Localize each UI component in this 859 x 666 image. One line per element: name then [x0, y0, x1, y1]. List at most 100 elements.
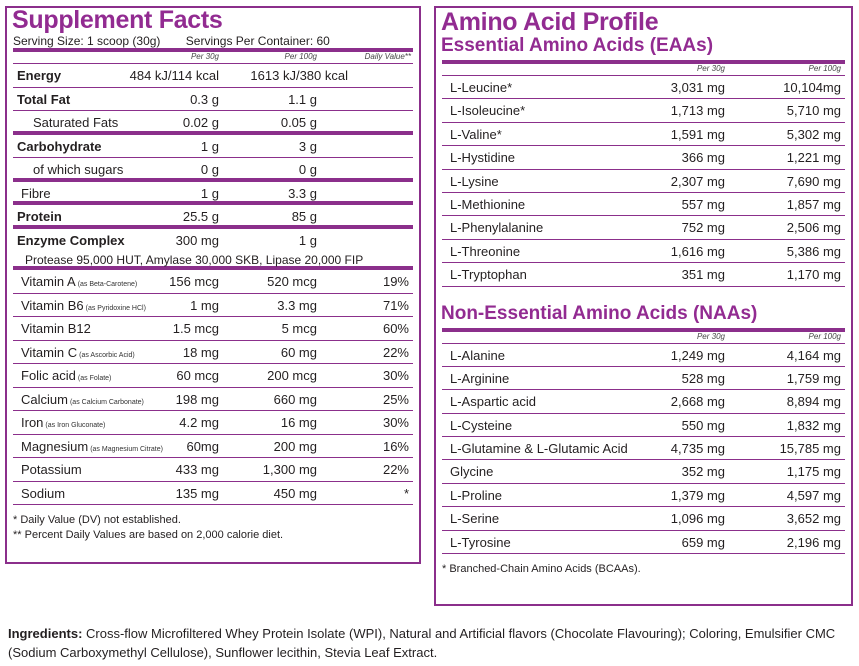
- vitamin-label: Sodium: [21, 486, 65, 501]
- col-per100: Per 100g: [808, 64, 841, 73]
- amino-row: L-Valine* 1,591 mg 5,302 mg: [442, 123, 845, 147]
- nutrient-per100: 0.05 g: [280, 115, 317, 130]
- vitamin-per30: 60mg: [186, 438, 219, 454]
- thick-rule: [13, 48, 413, 52]
- vitamin-per30: 4.2 mg: [179, 415, 219, 430]
- nutrient-per100: 3 g: [298, 138, 317, 154]
- amino-per100: 1,175 mg: [786, 464, 841, 480]
- vitamin-source-note: (as Calcium Carbonate): [69, 398, 144, 406]
- nutrient-label: Carbohydrate: [17, 138, 102, 154]
- vitamin-source-note: (as Beta-Carotene): [77, 281, 138, 288]
- col-per30: Per 30g: [696, 331, 725, 341]
- amino-per100: 5,302 mg: [786, 126, 841, 142]
- vitamin-dv: 25%: [382, 391, 409, 407]
- vitamin-per30: 18 mg: [182, 344, 219, 360]
- nutrient-per30: 1 g: [200, 138, 219, 154]
- supplement-facts-title: Supplement Facts: [12, 6, 223, 34]
- vitamin-dv: 30%: [382, 368, 409, 383]
- nutrient-per100: 85 g: [291, 209, 317, 224]
- amino-label: L-Isoleucine*: [450, 103, 526, 119]
- vitamin-name: Calcium: [21, 391, 68, 407]
- amino-label: L-Aspartic acid: [450, 394, 536, 410]
- amino-per30: 1,096 mg: [670, 511, 725, 527]
- vitamin-per30: 135 mg: [175, 485, 219, 501]
- energy-label: Energy: [17, 68, 62, 83]
- amino-per100: 15,785 mg: [779, 441, 841, 457]
- amino-per100: 1,170 mg: [786, 267, 841, 283]
- ingredients-label: Ingredients:: [8, 626, 83, 641]
- serving-info: Serving Size: 1 scoop (30g) Servings Per…: [7, 34, 419, 48]
- vitamin-name: Folic acid: [21, 368, 76, 383]
- amino-per30: 557 mg: [681, 196, 725, 212]
- amino-per30: 366 mg: [681, 150, 725, 166]
- amino-row: Glycine 352 mg 1,175 mg: [442, 460, 845, 484]
- enzyme-per100: 1 g: [298, 232, 317, 248]
- vitamin-per100: 16 mg: [280, 415, 317, 430]
- amino-row: L-Alanine 1,249 mg 4,164 mg: [442, 344, 845, 367]
- nutrient-per30: 1 g: [200, 185, 219, 201]
- vitamin-name: Potassium: [21, 462, 82, 477]
- vitamin-per100: 1,300 mg: [262, 462, 317, 477]
- amino-per30: 1,249 mg: [670, 347, 725, 363]
- amino-per30: 3,031 mg: [670, 80, 725, 95]
- vitamin-row: Iron (as Iron Gluconate) 4.2 mg 16 mg 30%: [13, 411, 413, 435]
- amino-per100: 2,506 mg: [786, 220, 841, 236]
- vitamin-dv: 16%: [382, 438, 409, 454]
- amino-per30: 1,713 mg: [670, 103, 725, 119]
- amino-per100: 5,386 mg: [786, 243, 841, 259]
- amino-per30: 528 mg: [681, 370, 725, 386]
- amino-per100: 1,221 mg: [786, 150, 841, 166]
- vitamin-per30: 433 mg: [175, 462, 219, 477]
- vitamin-per30: 156 mcg: [169, 274, 219, 289]
- vitamin-source-note: (as Iron Gluconate): [45, 422, 106, 429]
- thick-rule: [442, 60, 845, 64]
- enzyme-label: Enzyme Complex: [17, 232, 125, 248]
- nutrient-row: of which sugars 0 g 0 g: [13, 158, 413, 182]
- vitamin-per100: 520 mcg: [267, 274, 317, 289]
- nutrient-per30: 0 g: [200, 162, 219, 177]
- vitamin-dv: 60%: [382, 321, 409, 336]
- amino-row: L-Proline 1,379 mg 4,597 mg: [442, 484, 845, 508]
- vitamin-row: Potassium 433 mg 1,300 mg 22%: [13, 458, 413, 482]
- eaa-column-headers: Per 30g Per 100g: [442, 64, 845, 76]
- enzyme-detail: Protease 95,000 HUT, Amylase 30,000 SKB,…: [25, 253, 364, 267]
- amino-per30: 2,668 mg: [670, 394, 725, 410]
- amino-per30: 752 mg: [681, 220, 725, 236]
- vitamin-dv: *: [403, 485, 409, 501]
- vitamin-per30: 1 mg: [190, 297, 219, 313]
- energy-per100: 1613 kJ/380 kcal: [250, 68, 348, 83]
- thick-rule: [442, 327, 845, 332]
- col-per100: Per 100g: [284, 52, 317, 61]
- nutrient-row: Saturated Fats 0.02 g 0.05 g: [13, 111, 413, 135]
- vitamin-source-note: (as Pyridoxine HCl): [85, 304, 146, 312]
- amino-label: L-Arginine: [450, 370, 510, 386]
- col-per100: Per 100g: [808, 331, 841, 341]
- vitamin-per100: 660 mg: [273, 391, 317, 407]
- amino-row: L-Aspartic acid 2,668 mg 8,894 mg: [442, 390, 845, 414]
- amino-profile-title: Amino Acid Profile: [441, 8, 659, 36]
- amino-label: L-Alanine: [450, 347, 505, 363]
- amino-per30: 2,307 mg: [670, 173, 725, 189]
- amino-row: L-Glutamine & L-Glutamic Acid 4,735 mg 15,…: [442, 437, 845, 461]
- vitamin-row: Sodium 135 mg 450 mg *: [13, 482, 413, 505]
- amino-per30: 1,379 mg: [670, 487, 725, 503]
- footnote-calorie: ** Percent Daily Values are based on 2,0…: [13, 529, 284, 541]
- amino-per100: 3,652 mg: [786, 511, 841, 527]
- vitamin-label: Calcium (as Calcium Carbonate): [21, 392, 144, 407]
- naa-column-headers: Per 30g Per 100g: [442, 332, 845, 344]
- energy-per30: 484 kJ/114 kcal: [129, 68, 219, 83]
- vitamin-per30: 198 mg: [175, 391, 219, 407]
- nutrient-row: Protein 25.5 g 85 g: [13, 205, 413, 229]
- amino-per100: 8,894 mg: [786, 394, 841, 410]
- vitamin-label: Vitamin B12: [21, 321, 91, 336]
- ingredients: Ingredients: Cross-flow Microfiltered Wh…: [8, 624, 853, 662]
- nutrient-per100: 0 g: [298, 162, 317, 177]
- amino-label: L-Tyrosine: [450, 534, 511, 550]
- amino-label: L-Glutamine & L-Glutamic Acid: [450, 441, 628, 457]
- footnotes: * Daily Value (DV) not established. ** P…: [7, 513, 419, 543]
- vitamin-label: Iron (as Iron Gluconate): [21, 415, 105, 430]
- nutrient-label: Total Fat: [17, 91, 71, 107]
- nutrient-label: Fibre: [21, 185, 51, 201]
- ingredients-text: Cross-flow Microfiltered Whey Protein Is…: [8, 626, 836, 660]
- amino-label: L-Methionine: [450, 196, 526, 212]
